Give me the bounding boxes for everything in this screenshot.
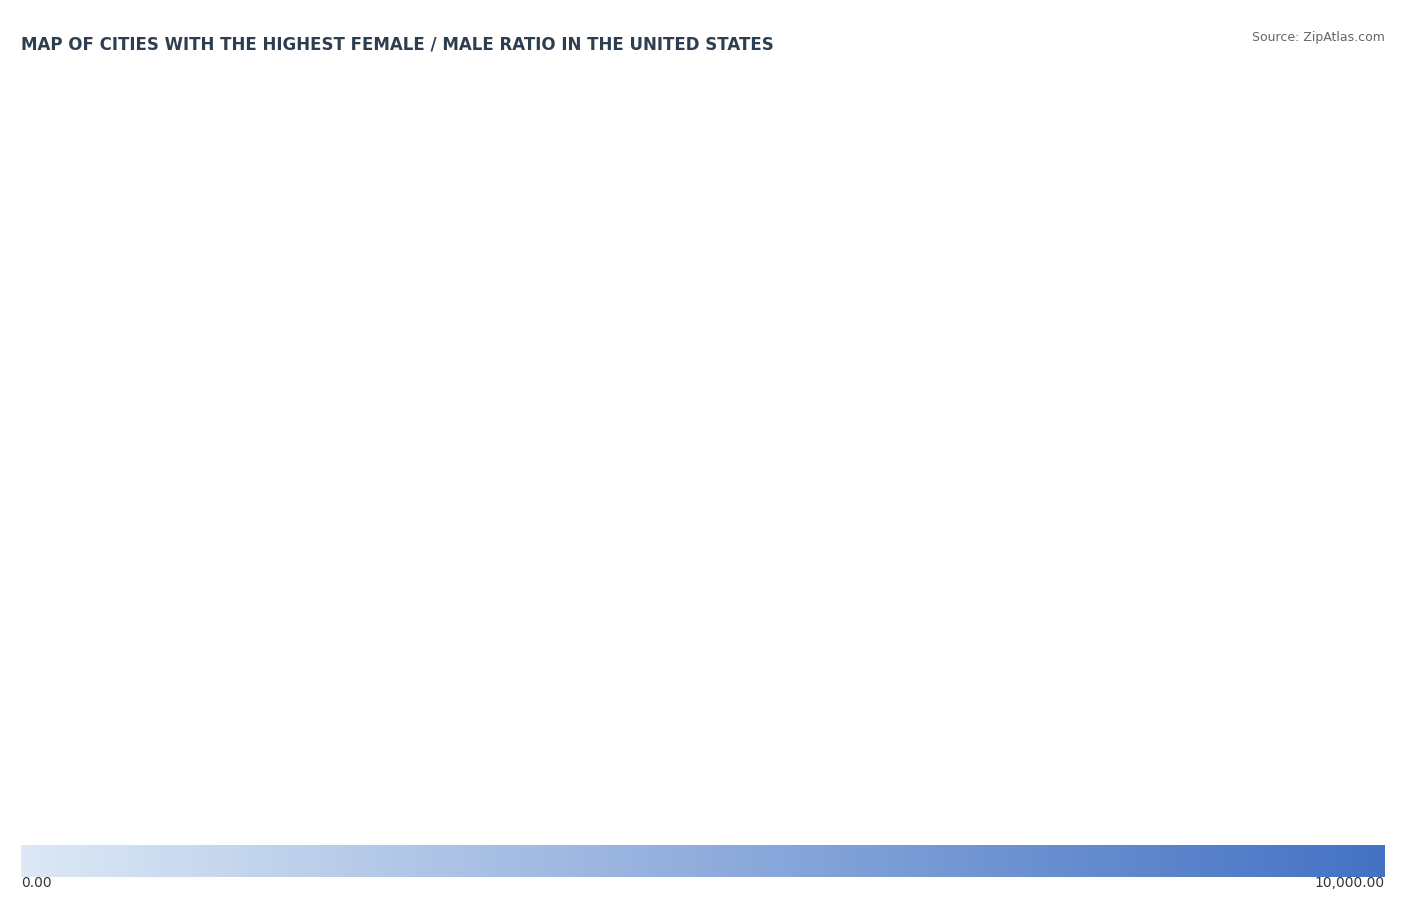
Text: MAP OF CITIES WITH THE HIGHEST FEMALE / MALE RATIO IN THE UNITED STATES: MAP OF CITIES WITH THE HIGHEST FEMALE / … — [21, 36, 773, 54]
Text: 10,000.00: 10,000.00 — [1315, 876, 1385, 890]
Text: Source: ZipAtlas.com: Source: ZipAtlas.com — [1251, 31, 1385, 44]
Text: 0.00: 0.00 — [21, 876, 52, 890]
